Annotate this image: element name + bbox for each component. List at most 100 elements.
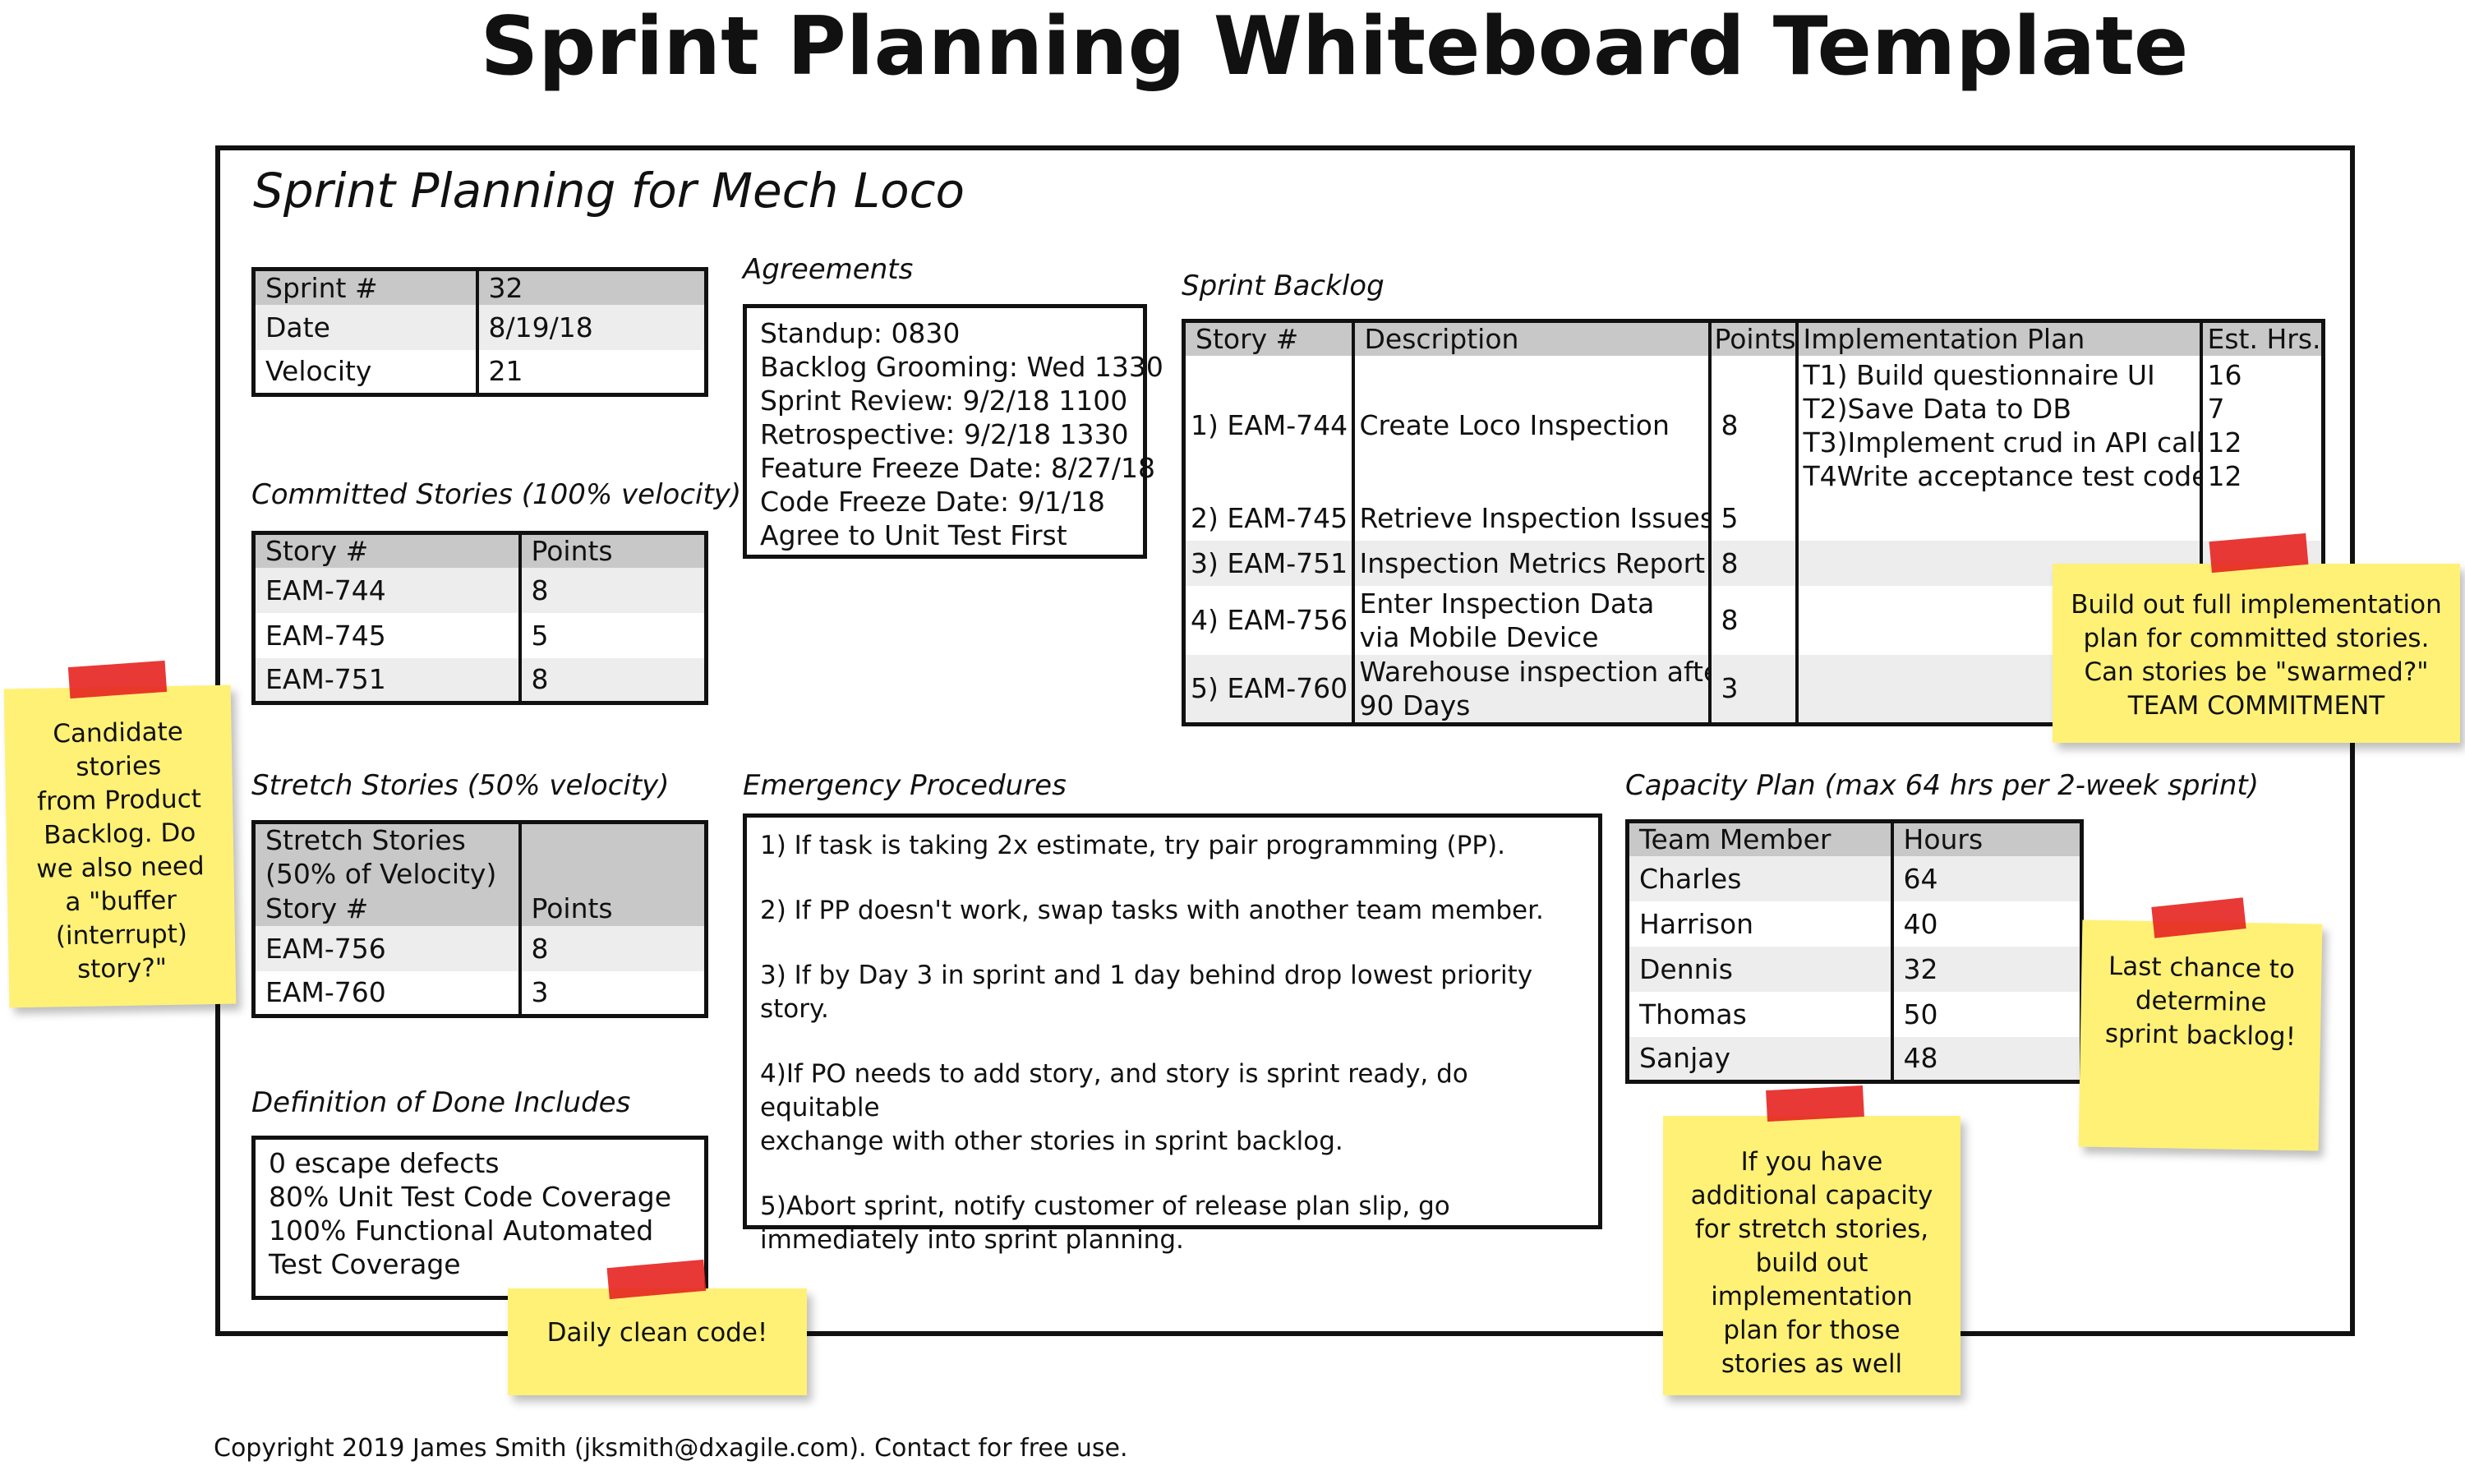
procedure-text: 4)If PO needs to add story, and story is… (760, 1059, 1468, 1122)
backlog-points: 8 (1707, 540, 1797, 586)
procedure-item: 1) If task is taking 2x estimate, try pa… (760, 829, 1585, 863)
story-points: 5 (518, 612, 707, 658)
sprint-info-table: Sprint #32 Date 8/19/18 Velocity 21 (251, 267, 708, 397)
col-points: Points (1707, 320, 1797, 356)
plan-task: T1) Build questionnaire UI (1803, 358, 2155, 391)
date-label: Date (253, 304, 477, 350)
stretch-header-line1: Stretch Stories (253, 822, 520, 857)
committed-stories-table: Story # Points EAM-744 8 EAM-745 5 EAM-751 8 (251, 531, 708, 705)
col-points: Points (518, 532, 707, 568)
procedure-text: 2) If PP doesn't work, swap tasks with a… (760, 896, 1544, 925)
backlog-description: Inspection Metrics Report (1351, 540, 1710, 586)
description-line: Warehouse inspection after (1359, 655, 1710, 688)
note-line: a "buffer (65, 885, 177, 918)
backlog-story: 1) EAM-744 (1191, 409, 1348, 441)
description-line: via Mobile Device (1359, 620, 1599, 653)
date-value: 8/19/18 (475, 304, 707, 350)
procedure-text: exchange with other stories in sprint ba… (760, 1127, 1343, 1156)
capacity-table: Team Member Hours Charles 64 Harrison 40 De… (1625, 819, 2084, 1084)
team-member: Thomas (1639, 998, 1747, 1030)
backlog-description: Retrieve Inspection Issues (1351, 495, 1710, 541)
backlog-story: 4) EAM-756 (1191, 604, 1348, 636)
team-member: Harrison (1639, 907, 1754, 940)
task-hours: 7 (2207, 392, 2225, 425)
stretch-heading: Stretch Stories (50% velocity) (251, 769, 670, 802)
note-line: If you have (1740, 1147, 1883, 1177)
col-story: Story # (253, 532, 520, 568)
story-points: 8 (518, 657, 707, 703)
agreement-line: Backlog Grooming: Wed 1330 (760, 351, 1163, 383)
note-line: stories (76, 751, 162, 782)
board-title: Sprint Planning for Mech Loco (253, 163, 965, 219)
page-title: Sprint Planning Whiteboard Template (480, 0, 2189, 94)
backlog-points: 5 (1707, 495, 1797, 541)
velocity-value: 21 (475, 349, 707, 395)
col-est-hrs: Est. Hrs. (2199, 320, 2324, 356)
plan-task: T2)Save Data to DB (1803, 392, 2071, 425)
agreement-line: Retrospective: 9/2/18 1330 (760, 418, 1129, 450)
note-line: Daily clean code! (546, 1318, 768, 1348)
agreements-heading: Agreements (743, 253, 914, 286)
team-member: Charles (1627, 855, 1892, 901)
backlog-description: Create Loco Inspection (1351, 355, 1710, 495)
backlog-points: 8 (1707, 585, 1797, 655)
story-id: EAM-760 (265, 976, 386, 1009)
sticky-note-additional-capacity: If you have additional capacity for stre… (1663, 1116, 1960, 1395)
col-story: Story # (253, 891, 520, 926)
sticky-note-candidate: Candidate stories from Product Backlog. … (3, 684, 237, 1008)
procedure-item: 3) If by Day 3 in sprint and 1 day behin… (760, 959, 1585, 1026)
backlog-heading: Sprint Backlog (1182, 270, 1385, 302)
backlog-story: 3) EAM-751 (1183, 540, 1353, 586)
agreement-line: Agree to Unit Test First (760, 519, 1067, 551)
dod-heading: Definition of Done Includes (251, 1086, 631, 1119)
procedure-text: 3) If by Day 3 in sprint and 1 day behin… (760, 961, 1533, 1024)
backlog-points: 3 (1707, 654, 1797, 724)
agreements-box: Standup: 0830 Backlog Grooming: Wed 1330… (743, 304, 1163, 559)
backlog-description: Warehouse inspection after 90 Days (1351, 654, 1710, 724)
story-points: 8 (518, 567, 707, 613)
member-hours: 64 (1890, 855, 2082, 901)
dod-line: 80% Unit Test Code Coverage (269, 1181, 672, 1213)
note-line: plan for committed stories. (2083, 624, 2430, 653)
plan-task: T4Write acceptance test code (1803, 459, 2201, 492)
sticky-note-last-chance: Last chance to determine sprint backlog! (2078, 919, 2323, 1151)
note-line: for stretch stories, (1694, 1214, 1929, 1244)
plan-task: T3)Implement crud in API call (1803, 426, 2201, 459)
sprint-backlog-table: Story # Description Points Implementatio… (1182, 319, 2325, 726)
member-hours: 48 (1890, 1036, 2082, 1082)
note-line: Can stories be "swarmed?" (2084, 657, 2429, 687)
task-hours: 12 (2207, 426, 2242, 459)
col-description: Description (1351, 320, 1710, 356)
note-line: Backlog. Do (43, 818, 196, 850)
member-hours: 40 (1890, 901, 2082, 947)
backlog-description: Enter Inspection Data via Mobile Device (1351, 585, 1710, 655)
tape-strip (1766, 1085, 1864, 1122)
emergency-heading: Emergency Procedures (743, 769, 1067, 802)
dod-line: 100% Functional Automated (269, 1214, 654, 1247)
committed-heading: Committed Stories (100% velocity) (251, 478, 742, 511)
procedure-text: immediately into sprint planning. (760, 1225, 1184, 1255)
note-line: Build out full implementation (2071, 590, 2442, 620)
sprint-number-label: Sprint # (253, 269, 477, 305)
story-id: EAM-744 (253, 567, 520, 613)
sprint-number-value: 32 (475, 269, 707, 305)
backlog-story: 5) EAM-760 (1183, 654, 1353, 724)
note-line: TEAM COMMITMENT (2127, 691, 2385, 721)
procedure-text: 5)Abort sprint, notify customer of relea… (760, 1191, 1450, 1221)
col-hours: Hours (1890, 821, 2082, 856)
col-team-member: Team Member (1627, 821, 1892, 856)
agreement-line: Feature Freeze Date: 8/27/18 (760, 452, 1156, 484)
task-hours: 12 (2207, 459, 2242, 492)
note-line: stories as well (1721, 1349, 1903, 1379)
task-hours: 16 (2207, 358, 2242, 391)
team-member: Dennis (1627, 946, 1892, 992)
story-points: 3 (518, 970, 707, 1016)
emergency-box: 1) If task is taking 2x estimate, try pa… (743, 813, 1602, 1255)
procedure-item: 4)If PO needs to add story, and story is… (760, 1058, 1585, 1159)
copyright-text: Copyright 2019 James Smith (jksmith@dxag… (214, 1434, 1128, 1463)
note-line: implementation (1711, 1282, 1913, 1311)
member-hours: 50 (1890, 991, 2082, 1037)
backlog-points: 8 (1707, 355, 1797, 495)
note-line: determine (2135, 985, 2267, 1018)
procedure-item: 5)Abort sprint, notify customer of relea… (760, 1190, 1585, 1257)
